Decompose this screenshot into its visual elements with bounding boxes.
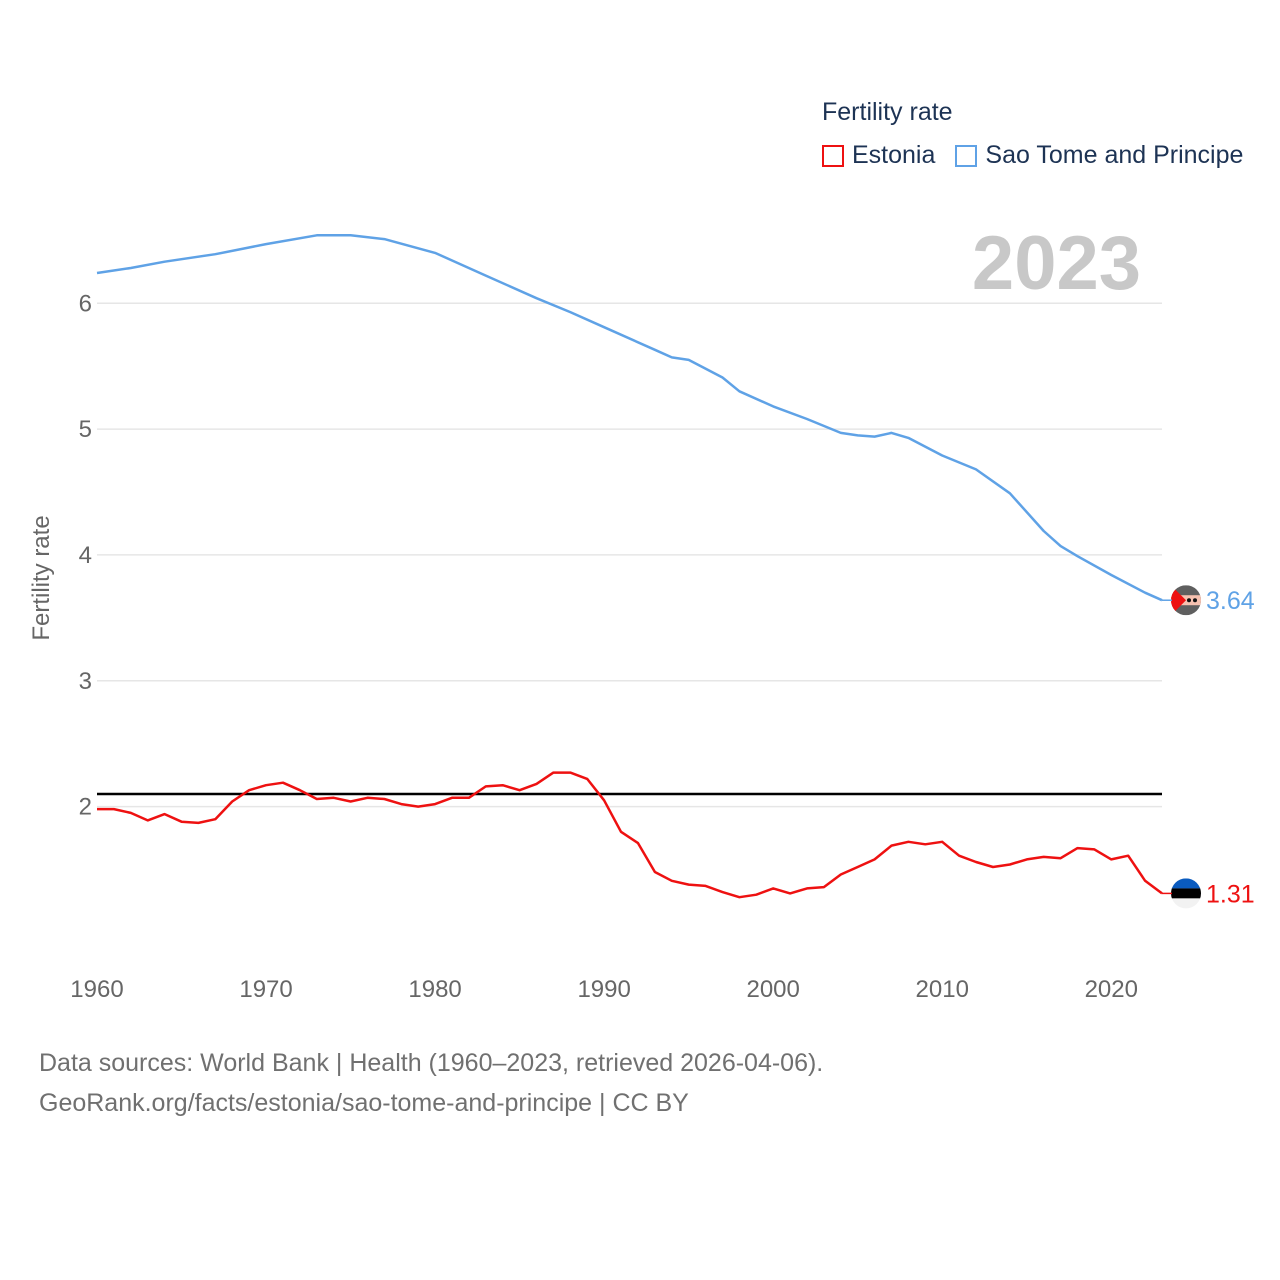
legend-swatch-sao-tome xyxy=(955,144,978,167)
legend-item-estonia[interactable]: Estonia xyxy=(822,141,935,170)
x-tick-label: 2010 xyxy=(916,976,969,1003)
x-tick-label: 2020 xyxy=(1085,976,1138,1003)
y-tick-label: 4 xyxy=(79,542,92,569)
x-tick-label: 1990 xyxy=(577,976,630,1003)
grid-lines xyxy=(97,302,1162,808)
legend: Estonia Sao Tome and Principe xyxy=(822,141,1263,170)
x-tick-label: 1960 xyxy=(70,976,123,1003)
legend-label-estonia: Estonia xyxy=(852,141,936,169)
y-tick-label: 5 xyxy=(79,416,92,443)
y-tick-label: 6 xyxy=(79,290,92,317)
data-source-line: Data sources: World Bank | Health (1960–… xyxy=(39,1049,824,1077)
end-value-label-estonia: 1.31 xyxy=(1206,880,1255,908)
x-tick-label: 2000 xyxy=(746,976,799,1003)
x-tick-labels: 1960 1970 1980 1990 2000 2010 2020 xyxy=(70,976,1138,1003)
estonia-flag-icon xyxy=(1171,878,1201,909)
y-axis-title: Fertility rate xyxy=(28,515,55,641)
x-tick-label: 1970 xyxy=(239,976,292,1003)
sao-tome-flag-icon xyxy=(1171,585,1201,616)
legend-label-sao-tome: Sao Tome and Principe xyxy=(985,141,1244,169)
source-url-line[interactable]: GeoRank.org/facts/estonia/sao-tome-and-p… xyxy=(39,1089,689,1117)
legend-swatch-estonia xyxy=(822,144,844,167)
series-lines xyxy=(96,234,1163,899)
end-value-labels: 3.64 1.31 xyxy=(1162,587,1255,908)
y-tick-labels: 2 3 4 5 6 xyxy=(79,290,92,820)
footer: Data sources: World Bank | Health (1960–… xyxy=(39,1043,823,1123)
legend-item-sao-tome[interactable]: Sao Tome and Principe xyxy=(955,141,1243,170)
x-tick-label: 1980 xyxy=(408,976,461,1003)
legend-title: Fertility rate xyxy=(822,98,953,126)
year-label: 2023 xyxy=(971,221,1141,306)
series-line-estonia xyxy=(97,771,1163,899)
series-line-sao-tome-and-principe xyxy=(96,234,1163,602)
end-value-label-sao-tome-and-principe: 3.64 xyxy=(1206,587,1255,615)
y-tick-label: 3 xyxy=(79,668,92,695)
y-tick-label: 2 xyxy=(79,794,92,821)
